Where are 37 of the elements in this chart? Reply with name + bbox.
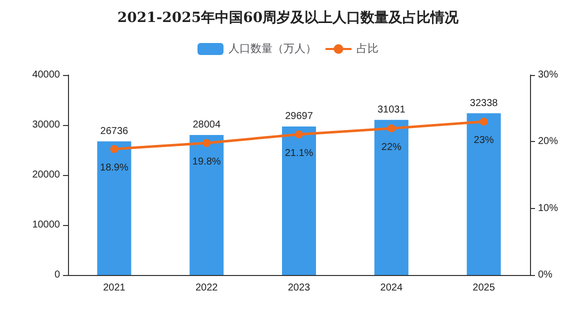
point [480, 118, 488, 126]
bar [282, 126, 316, 275]
y2-tick-label: 30% [538, 70, 558, 80]
legend-label: 占比 [356, 42, 378, 55]
bar [190, 134, 224, 275]
data-label: 32338 [470, 98, 498, 109]
data-label: 29697 [285, 111, 314, 122]
x-tick-label: 2021 [103, 282, 126, 294]
x-tick-label: 2023 [288, 282, 311, 294]
y-tick-label: 40000 [32, 70, 60, 80]
x-tick-label: 2025 [472, 282, 496, 294]
x-tick-label: 2022 [195, 282, 218, 294]
y-tick-label: 20000 [32, 170, 60, 180]
data-label: 21.1% [284, 148, 314, 159]
point [110, 145, 118, 153]
point [387, 124, 396, 132]
bar [97, 141, 132, 275]
data-label: 19.8% [192, 156, 221, 168]
data-label: 22% [381, 142, 402, 153]
y-tick-label: 10000 [32, 220, 60, 230]
chart-title: 2021-2025年中国60周岁及以上人口数量及占比情况 [117, 10, 460, 26]
data-label: 31031 [377, 104, 406, 116]
y-tick-label: 0 [54, 270, 60, 280]
data-label: 23% [474, 135, 494, 146]
point [295, 130, 303, 138]
y2-tick-label: 0% [538, 270, 553, 280]
x-tick-label: 2024 [380, 282, 403, 294]
data-label: 28004 [192, 119, 221, 130]
data-label: 18.9% [100, 162, 128, 174]
point [202, 139, 211, 147]
y2-tick-label: 10% [538, 202, 558, 214]
y2-tick-label: 20% [538, 136, 558, 148]
bar [466, 113, 501, 275]
bar [374, 120, 408, 275]
y-tick-label: 30000 [32, 120, 60, 130]
legend-label: 人口数量（万人） [228, 43, 316, 55]
data-label: 26736 [100, 126, 129, 137]
